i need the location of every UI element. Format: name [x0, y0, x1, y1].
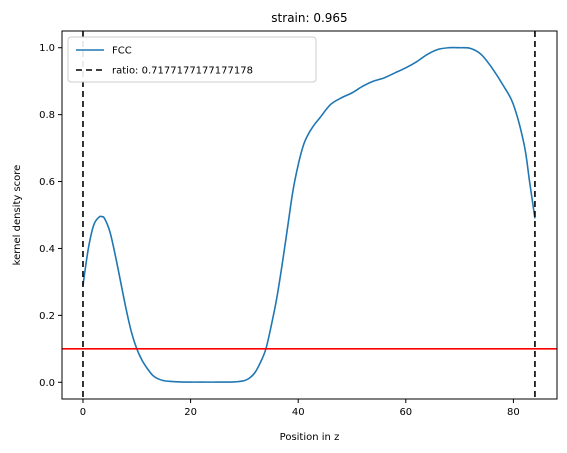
y-tick-label: 0.6 [39, 177, 55, 188]
y-tick-label: 0.0 [39, 378, 55, 389]
y-tick-label: 0.2 [39, 311, 55, 322]
y-tick-label: 1.0 [39, 43, 55, 54]
x-tick-label: 20 [184, 407, 197, 418]
x-tick-label: 80 [507, 407, 520, 418]
legend-box [67, 36, 317, 83]
chart-title: strain: 0.965 [271, 11, 347, 25]
x-axis-ticks: 0 20 40 60 80 [80, 399, 520, 418]
y-axis-label: kernel density score [12, 165, 23, 266]
x-axis-label: Position in z [280, 432, 340, 443]
axes-frame [61, 30, 558, 400]
x-tick-label: 40 [292, 407, 305, 418]
x-tick-label: 60 [399, 407, 412, 418]
y-tick-label: 0.8 [39, 110, 55, 121]
legend-label: ratio: 0.7177177177177178 [112, 66, 253, 77]
y-axis-ticks: 0.0 0.2 0.4 0.6 0.8 1.0 [39, 43, 62, 389]
x-tick-label: 0 [80, 407, 86, 418]
legend: FCC ratio: 0.7177177177177178 [67, 36, 317, 83]
y-tick-label: 0.4 [39, 244, 55, 255]
legend-label: FCC [112, 46, 132, 57]
plot-area [62, 31, 557, 399]
series-line-fcc [82, 46, 536, 383]
